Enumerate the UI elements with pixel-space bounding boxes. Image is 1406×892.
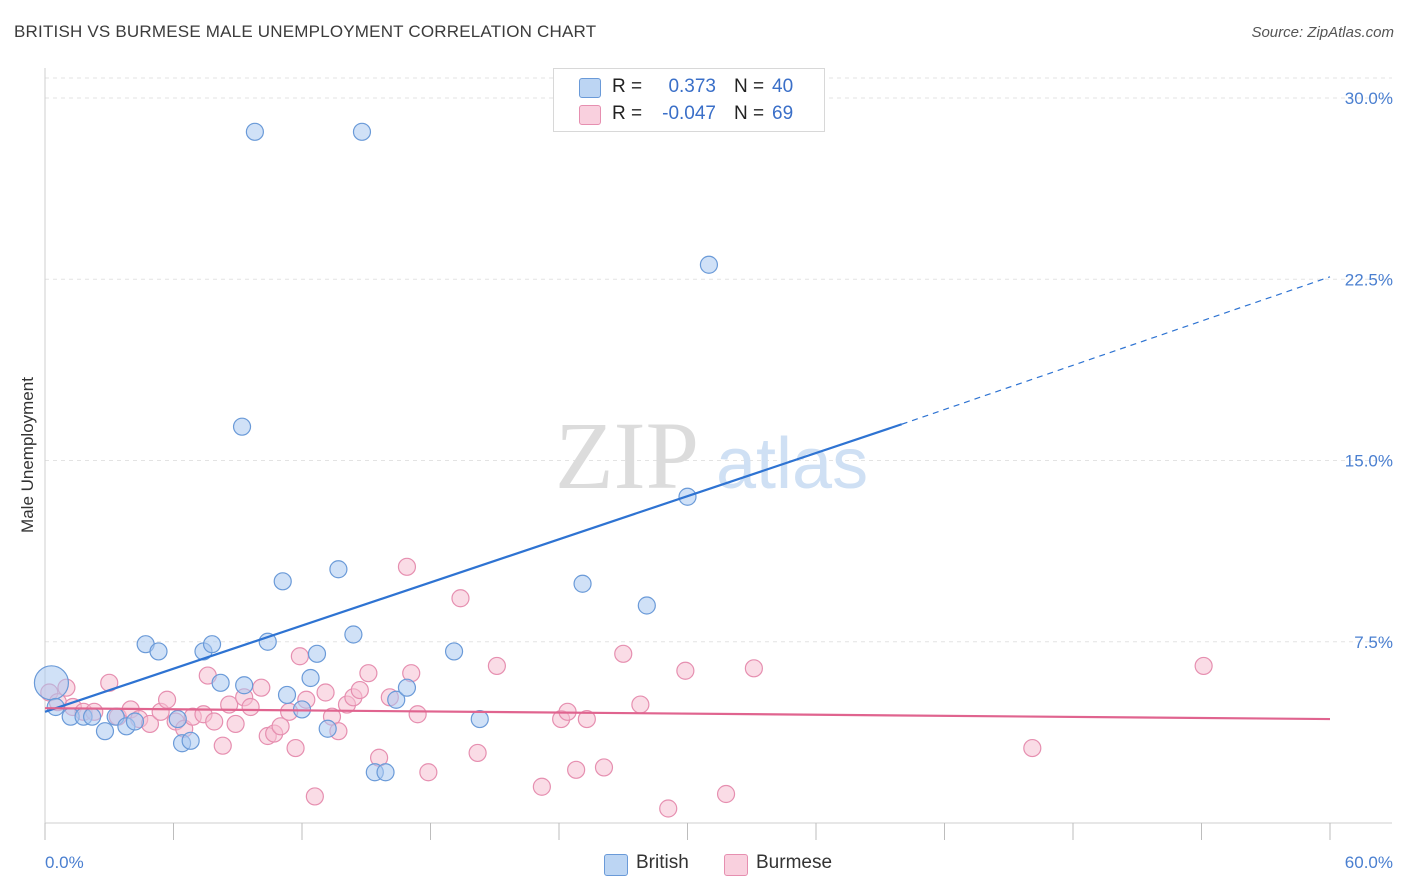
watermark-atlas: atlas [716,424,868,504]
y-tick-label: 30.0% [1345,89,1393,108]
legend-row-british: R = 0.373 N = 40 [554,74,824,100]
watermark-zip: ZIP [555,402,699,509]
burmese-point [408,705,427,724]
british-point [168,709,187,729]
british-point [318,719,337,738]
british-point [387,690,406,709]
watermark: ZIP atlas [555,402,868,509]
x-tick-label: 60.0% [1345,853,1393,872]
r-value: 0.373 [668,76,716,97]
british-trend-line [44,423,903,713]
r-label: R = [612,103,643,124]
british-swatch [604,854,628,876]
burmese-point [157,690,177,709]
y-tick-label: 22.5% [1345,270,1393,289]
r-label: R = [612,76,643,97]
british-point [573,574,592,593]
burmese-point [252,678,271,697]
burmese-point [241,697,260,717]
burmese-swatch [724,854,748,876]
burmese-point [487,656,506,676]
british-point [273,572,292,591]
gridlines [45,77,1392,643]
burmese-point [659,799,678,818]
correlation-legend: R = 0.373 N = 40 R = -0.047 N = 69 [553,68,825,132]
burmese-point [614,644,633,663]
burmese-point [271,717,290,736]
british-point [307,644,327,663]
legend-label-british: British [636,852,689,873]
british-point [33,665,70,701]
burmese-point [676,661,695,680]
british-point [232,417,252,436]
british-point [352,122,372,141]
burmese-point [594,758,614,777]
british-point [125,712,145,731]
burmese-point [316,683,335,702]
burmese-trend-line [44,707,1331,721]
british-point [637,596,656,615]
tick-labels: 7.5% 15.0% 22.5% 30.0% 0.0% 60.0% [45,89,1393,872]
british-point [235,676,254,695]
y-tick-label: 15.0% [1345,452,1393,471]
burmese-point [451,589,470,608]
british-point [444,642,464,661]
burmese-point [213,736,232,755]
n-value: 69 [772,103,794,124]
burmese-point [532,777,551,796]
n-label: N = [734,103,765,124]
british-point [95,722,115,741]
british-point [699,255,719,274]
burmese-point [744,659,763,678]
chart-title: BRITISH VS BURMESE MALE UNEMPLOYMENT COR… [14,22,597,41]
burmese-point [286,738,305,758]
burmese-point [1023,738,1042,758]
burmese-swatch [579,105,601,125]
burmese-point [290,647,309,666]
r-value: -0.047 [662,103,716,124]
british-point [149,642,168,661]
british-point [376,763,395,782]
n-value: 40 [772,76,794,97]
burmese-point [397,557,417,576]
british-point [277,685,297,705]
british-point [397,678,417,697]
legend-label-burmese: Burmese [756,852,833,873]
y-tick-label: 7.5% [1354,633,1393,652]
burmese-point [631,695,650,714]
british-trend-extension [901,276,1331,425]
british-point [181,731,200,750]
burmese-point [716,784,736,804]
burmese-point [205,712,224,731]
burmese-point [226,714,245,734]
burmese-point [468,743,487,763]
source-label: Source: ZipAtlas.com [1251,24,1394,41]
burmese-point [350,680,369,700]
burmese-point [359,664,378,683]
burmese-point [567,760,586,779]
british-point [83,707,102,726]
british-point [211,673,230,692]
british-point [344,625,363,644]
british-point [46,697,65,717]
british-point [470,709,489,729]
british-point [301,668,320,688]
british-point [329,560,348,579]
british-point [202,635,222,654]
burmese-point [305,787,324,806]
n-label: N = [734,76,765,97]
british-point [245,122,264,141]
british-swatch [579,78,601,98]
burmese-point [577,709,596,729]
x-tick-label: 0.0% [45,853,84,872]
burmese-point [1194,656,1213,676]
legend-row-burmese: R = -0.047 N = 69 [554,101,824,127]
burmese-point [419,763,438,782]
trend-lines [44,276,1331,721]
british-points [33,122,719,782]
